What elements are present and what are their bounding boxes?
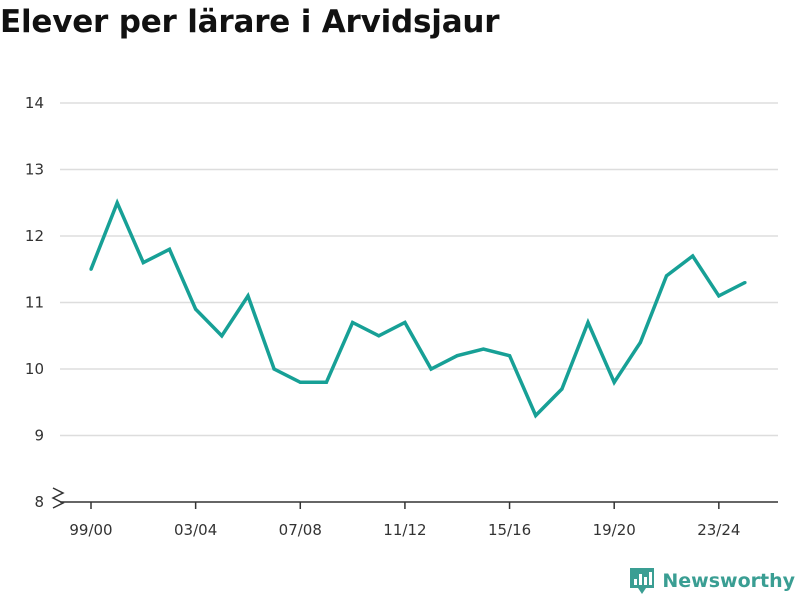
data-point (272, 367, 276, 371)
data-point (351, 320, 355, 325)
brand-name: Newsworthy (662, 570, 795, 592)
data-point (324, 380, 329, 384)
data-point (220, 334, 224, 338)
x-tick-label: 07/08 (279, 521, 322, 539)
data-point (612, 380, 616, 384)
chart-title: Elever per lärare i Arvidsjaur (0, 4, 500, 40)
data-point (507, 354, 512, 358)
data-point (455, 354, 459, 358)
x-tick-label: 03/04 (174, 521, 217, 539)
series-group (89, 198, 747, 419)
y-tick-label: 12 (25, 227, 44, 245)
data-point (141, 261, 145, 265)
y-tick-label: 13 (25, 161, 44, 179)
y-tick-label: 11 (25, 294, 44, 312)
data-point (429, 367, 433, 371)
data-point (115, 201, 119, 205)
brand-logo: Newsworthy (628, 566, 795, 596)
series-line (89, 198, 746, 419)
data-point (89, 267, 93, 271)
data-point (403, 320, 407, 325)
y-tick-label: 14 (25, 94, 44, 112)
data-point (717, 294, 721, 298)
axis-break-mark (51, 487, 65, 509)
x-tick-label: 99/00 (69, 521, 112, 539)
data-point (534, 413, 538, 418)
data-point (481, 347, 485, 351)
gridlines (60, 102, 778, 437)
data-point (586, 320, 590, 325)
data-point (743, 280, 747, 285)
x-tick-label: 15/16 (488, 521, 531, 539)
y-tick-label: 8 (34, 493, 44, 511)
data-point (298, 380, 302, 384)
x-tick-label: 11/12 (383, 521, 426, 539)
newsworthy-logo-icon (630, 568, 655, 594)
data-point (246, 294, 250, 298)
y-axis-tick-labels: 8 9 10 11 12 13 14 (25, 94, 44, 511)
data-point (377, 334, 381, 338)
data-point (691, 254, 695, 258)
data-point (664, 274, 669, 278)
y-axis-break-icon (51, 487, 65, 509)
x-tick-label: 19/20 (593, 521, 636, 539)
data-point (194, 307, 198, 311)
y-tick-label: 10 (25, 360, 44, 378)
data-point (638, 340, 642, 344)
y-tick-label: 9 (34, 427, 44, 445)
x-axis: 99/00 03/04 07/08 11/12 15/16 19/20 23/24 (60, 501, 778, 539)
line-chart: 8 9 10 11 12 13 14 99/00 03/04 07/08 11/12 15/16 19… (25, 94, 778, 539)
x-tick-label: 23/24 (697, 521, 740, 539)
data-point (167, 247, 172, 251)
data-point (560, 387, 564, 391)
